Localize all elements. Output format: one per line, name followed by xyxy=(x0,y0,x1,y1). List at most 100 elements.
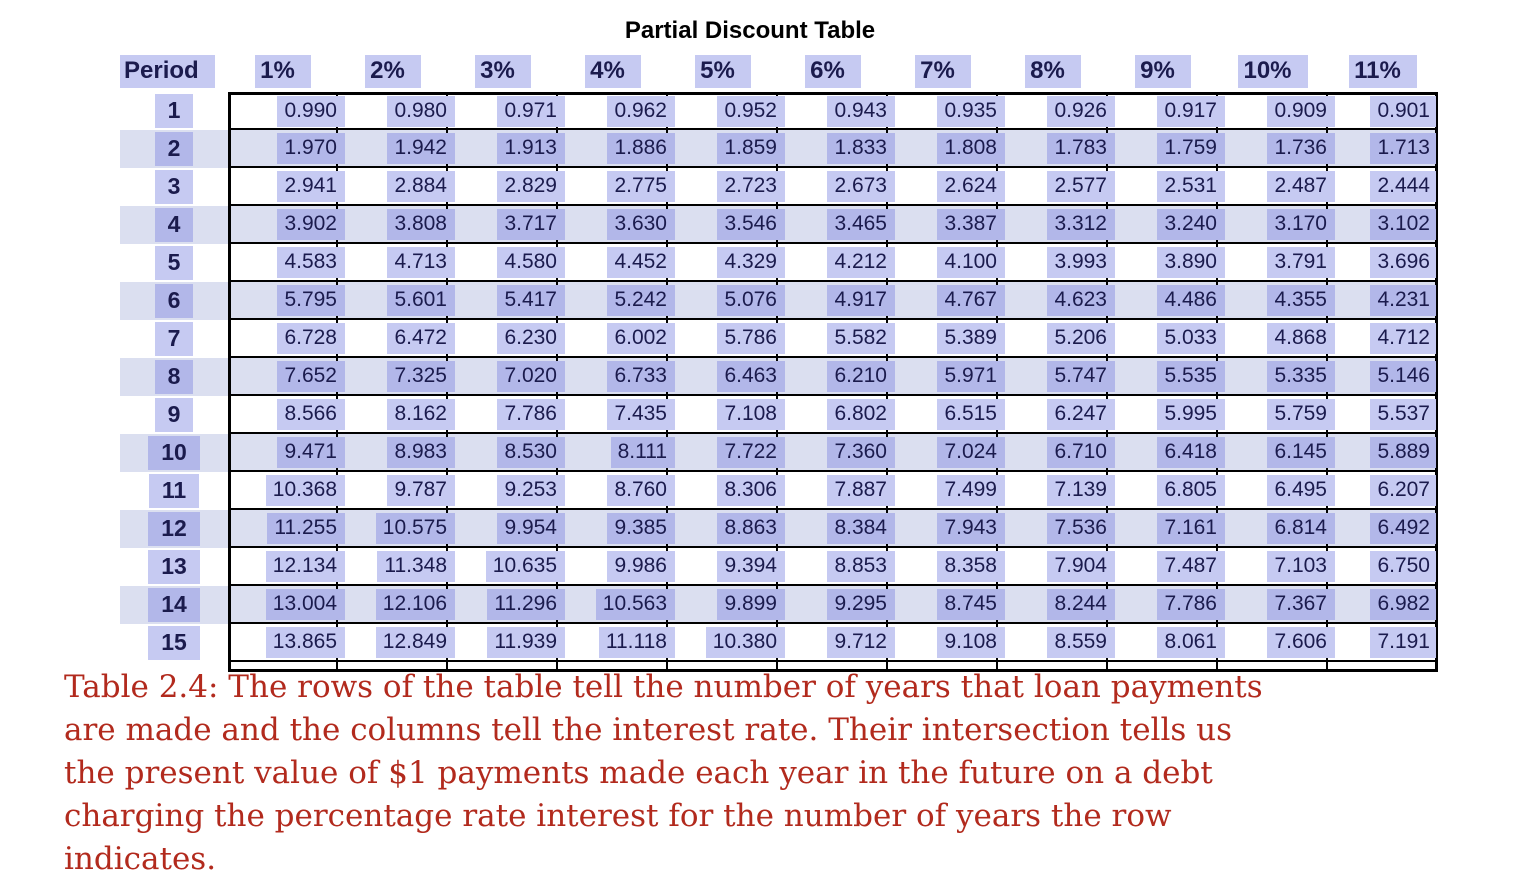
discount-factor-cell: 7.360 xyxy=(778,434,895,472)
discount-factor-cell: 5.786 xyxy=(668,320,785,358)
table-row: 15 13.865 12.849 11.939 11.118 10.380 9.712 9.1… xyxy=(120,624,1438,662)
discount-factor-value: 8.306 xyxy=(717,474,785,506)
discount-factor-value: 6.418 xyxy=(1157,436,1225,468)
discount-factor-value: 0.990 xyxy=(277,96,345,127)
rate-header-label: 10% xyxy=(1238,54,1308,88)
discount-factor-cell: 6.495 xyxy=(1218,472,1335,510)
discount-factor-cell: 6.418 xyxy=(1108,434,1225,472)
discount-factor-cell: 10.635 xyxy=(448,548,565,586)
discount-factor-value: 7.606 xyxy=(1267,626,1335,658)
discount-factor-value: 1.759 xyxy=(1157,132,1225,164)
rate-header-cell: 5% xyxy=(668,50,778,92)
discount-factor-cell: 4.623 xyxy=(998,282,1115,320)
discount-factor-cell: 0.909 xyxy=(1218,92,1335,130)
discount-factor-cell: 3.170 xyxy=(1218,206,1335,244)
discount-factor-value: 6.814 xyxy=(1267,512,1335,544)
discount-factor-value: 10.380 xyxy=(705,626,785,658)
row-period-label-cell: 10 xyxy=(120,434,228,472)
discount-factor-cell: 8.530 xyxy=(448,434,565,472)
discount-factor-value: 8.983 xyxy=(387,436,455,468)
discount-factor-value: 7.652 xyxy=(277,360,345,392)
discount-factor-cell: 4.580 xyxy=(448,244,565,282)
row-period-label: 13 xyxy=(148,550,200,584)
discount-factor-cell: 5.889 xyxy=(1328,434,1438,472)
discount-factor-value: 12.106 xyxy=(375,588,455,620)
discount-factor-value: 1.736 xyxy=(1267,132,1335,164)
discount-factor-value: 6.750 xyxy=(1370,550,1436,582)
discount-factor-value: 5.389 xyxy=(937,322,1005,354)
discount-factor-value: 12.849 xyxy=(375,626,455,658)
table-row: 3 2.941 2.884 2.829 2.775 2.723 2.673 2.624 2.57… xyxy=(120,168,1438,206)
discount-factor-value: 4.486 xyxy=(1157,284,1225,316)
discount-factor-value: 1.833 xyxy=(827,132,895,164)
discount-factor-cell: 4.917 xyxy=(778,282,895,320)
discount-factor-value: 6.733 xyxy=(607,360,675,392)
discount-factor-value: 0.971 xyxy=(497,96,565,127)
row-period-label: 7 xyxy=(154,322,194,356)
table-row: 11 10.368 9.787 9.253 8.760 8.306 7.887 7.499 7.… xyxy=(120,472,1438,510)
discount-factor-value: 6.805 xyxy=(1157,474,1225,506)
discount-factor-value: 0.935 xyxy=(937,96,1005,127)
discount-factor-cell: 3.465 xyxy=(778,206,895,244)
discount-factor-value: 5.601 xyxy=(387,284,455,316)
bottom-spacer-row xyxy=(120,662,1438,672)
discount-factor-cell: 5.206 xyxy=(998,320,1115,358)
discount-factor-cell: 4.712 xyxy=(1328,320,1438,358)
discount-factor-cell: 6.802 xyxy=(778,396,895,434)
discount-factor-value: 6.230 xyxy=(497,322,565,354)
discount-factor-value: 11.255 xyxy=(267,512,345,544)
discount-factor-value: 1.783 xyxy=(1047,132,1115,164)
discount-factor-cell: 7.020 xyxy=(448,358,565,396)
discount-factor-value: 5.146 xyxy=(1370,360,1436,392)
discount-factor-cell: 9.108 xyxy=(888,624,1005,662)
discount-factor-value: 8.061 xyxy=(1157,626,1225,658)
discount-factor-cell: 5.389 xyxy=(888,320,1005,358)
discount-factor-cell: 6.982 xyxy=(1328,586,1438,624)
discount-factor-value: 9.899 xyxy=(717,588,785,620)
discount-factor-value: 6.207 xyxy=(1370,474,1436,506)
row-period-label-cell: 5 xyxy=(120,244,228,282)
discount-factor-value: 7.108 xyxy=(717,398,785,430)
discount-factor-cell: 5.033 xyxy=(1108,320,1225,358)
discount-factor-value: 7.191 xyxy=(1370,626,1436,658)
discount-factor-value: 8.745 xyxy=(937,588,1005,620)
row-period-label-cell: 15 xyxy=(120,624,228,662)
row-period-label-cell: 11 xyxy=(120,472,228,510)
row-period-label: 5 xyxy=(154,246,194,280)
discount-factor-value: 3.993 xyxy=(1047,246,1115,278)
discount-factor-cell: 6.515 xyxy=(888,396,1005,434)
discount-factor-cell: 7.887 xyxy=(778,472,895,510)
discount-factor-cell: 6.207 xyxy=(1328,472,1438,510)
rate-header-label: 11% xyxy=(1349,54,1417,88)
discount-factor-value: 6.472 xyxy=(387,322,455,354)
discount-factor-cell: 3.102 xyxy=(1328,206,1438,244)
discount-factor-value: 5.417 xyxy=(497,284,565,316)
discount-factor-cell: 2.624 xyxy=(888,168,1005,206)
discount-factor-value: 4.767 xyxy=(937,284,1005,316)
rate-header-cell: 10% xyxy=(1218,50,1328,92)
discount-factor-cell: 3.808 xyxy=(338,206,455,244)
discount-factor-cell: 9.712 xyxy=(778,624,895,662)
discount-factor-value: 3.170 xyxy=(1267,208,1335,240)
discount-factor-value: 6.247 xyxy=(1047,398,1115,430)
discount-factor-cell: 9.253 xyxy=(448,472,565,510)
discount-factor-cell: 10.575 xyxy=(338,510,455,548)
discount-factor-cell: 0.952 xyxy=(668,92,785,130)
discount-factor-cell: 7.536 xyxy=(998,510,1115,548)
discount-factor-value: 4.100 xyxy=(937,246,1005,278)
discount-factor-cell: 6.710 xyxy=(998,434,1115,472)
discount-factor-value: 5.335 xyxy=(1267,360,1335,392)
table-row: 7 6.728 6.472 6.230 6.002 5.786 5.582 5.389 5.20… xyxy=(120,320,1438,358)
discount-factor-value: 0.952 xyxy=(717,96,785,127)
discount-factor-cell: 2.775 xyxy=(558,168,675,206)
discount-factor-value: 5.537 xyxy=(1370,398,1436,430)
discount-factor-value: 3.808 xyxy=(387,208,455,240)
discount-factor-cell: 3.717 xyxy=(448,206,565,244)
discount-factor-cell: 2.829 xyxy=(448,168,565,206)
discount-factor-cell: 8.745 xyxy=(888,586,1005,624)
discount-factor-value: 1.970 xyxy=(277,132,345,164)
discount-factor-cell: 12.849 xyxy=(338,624,455,662)
discount-factor-value: 1.808 xyxy=(937,132,1005,164)
discount-factor-cell: 5.995 xyxy=(1108,396,1225,434)
